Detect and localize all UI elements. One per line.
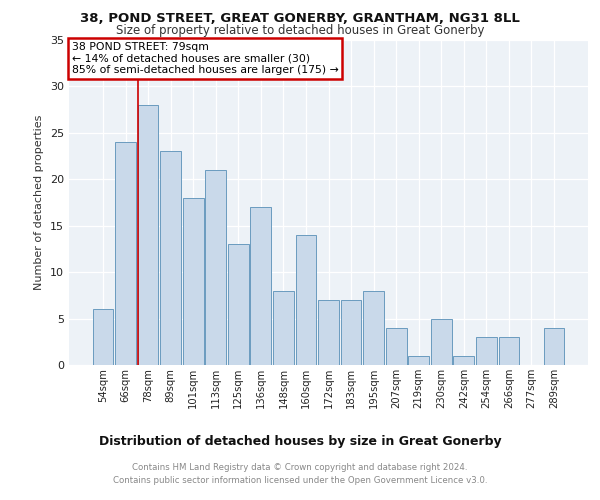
Bar <box>499 337 520 365</box>
Bar <box>476 337 497 365</box>
Bar <box>296 235 316 365</box>
Bar <box>92 310 113 365</box>
Bar <box>250 207 271 365</box>
Bar <box>115 142 136 365</box>
Text: 38 POND STREET: 79sqm
← 14% of detached houses are smaller (30)
85% of semi-deta: 38 POND STREET: 79sqm ← 14% of detached … <box>71 42 338 75</box>
Bar <box>228 244 248 365</box>
Bar <box>454 356 474 365</box>
Bar <box>386 328 407 365</box>
Text: Contains HM Land Registry data © Crown copyright and database right 2024.: Contains HM Land Registry data © Crown c… <box>132 464 468 472</box>
Text: Distribution of detached houses by size in Great Gonerby: Distribution of detached houses by size … <box>98 434 502 448</box>
Bar <box>363 290 384 365</box>
Bar <box>183 198 203 365</box>
Bar <box>409 356 429 365</box>
Bar <box>341 300 361 365</box>
Bar <box>544 328 565 365</box>
Text: 38, POND STREET, GREAT GONERBY, GRANTHAM, NG31 8LL: 38, POND STREET, GREAT GONERBY, GRANTHAM… <box>80 12 520 25</box>
Bar <box>205 170 226 365</box>
Bar <box>160 152 181 365</box>
Text: Contains public sector information licensed under the Open Government Licence v3: Contains public sector information licen… <box>113 476 487 485</box>
Bar <box>431 318 452 365</box>
Text: Size of property relative to detached houses in Great Gonerby: Size of property relative to detached ho… <box>116 24 484 37</box>
Y-axis label: Number of detached properties: Number of detached properties <box>34 115 44 290</box>
Bar <box>318 300 339 365</box>
Bar <box>273 290 294 365</box>
Bar <box>137 105 158 365</box>
